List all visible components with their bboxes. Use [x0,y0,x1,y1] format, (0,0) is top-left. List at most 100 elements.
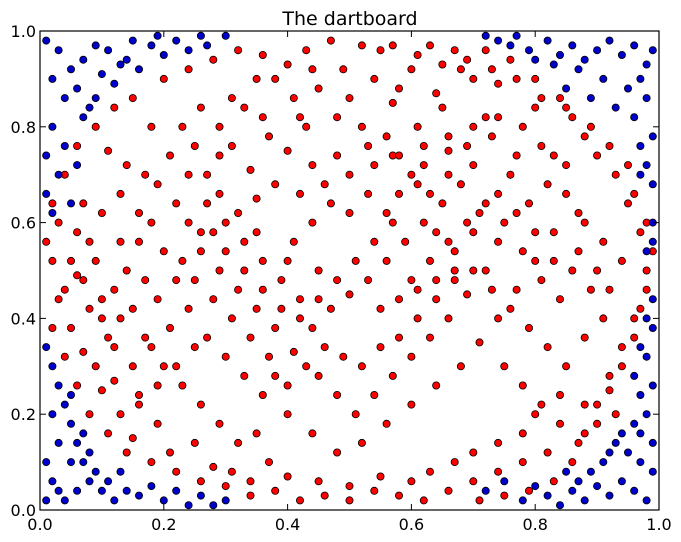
point-inside-333 [617,343,626,352]
point-outside-89 [73,486,82,495]
point-outside-82 [209,501,218,510]
point-inside-252 [283,381,292,390]
point-inside-247 [376,343,385,352]
point-inside-74 [531,410,540,419]
point-inside-20 [388,98,397,107]
point-inside-152 [252,304,261,313]
point-inside-242 [469,228,478,237]
point-inside-271 [425,256,434,265]
point-inside-184 [506,55,515,64]
point-inside-225 [425,189,434,198]
point-inside-5 [283,60,292,69]
point-inside-201 [97,208,106,217]
point-outside-97 [79,429,88,438]
point-inside-33 [333,151,342,160]
point-inside-15 [159,74,168,83]
point-inside-136 [407,352,416,361]
point-inside-108 [134,237,143,246]
point-inside-304 [48,323,57,332]
point-inside-199 [141,170,150,179]
point-inside-117 [234,438,243,447]
point-inside-164 [469,266,478,275]
point-inside-18 [295,113,304,122]
point-inside-187 [438,103,447,112]
point-outside-96 [116,467,125,476]
point-inside-256 [209,295,218,304]
point-inside-230 [537,141,546,150]
point-outside-17 [85,103,94,112]
point-outside-132 [617,429,626,438]
point-inside-344 [295,189,304,198]
point-inside-288 [394,491,403,500]
point-outside-27 [48,208,57,217]
point-outside-84 [48,410,57,419]
point-inside-369 [79,276,88,285]
point-outside-129 [648,295,657,304]
point-inside-241 [494,189,503,198]
point-outside-37 [543,36,552,45]
point-inside-191 [339,65,348,74]
point-inside-349 [419,141,428,150]
point-inside-296 [196,477,205,486]
point-inside-257 [190,276,199,285]
point-inside-317 [388,41,397,50]
point-inside-90 [494,314,503,323]
point-inside-139 [351,410,360,419]
point-outside-29 [79,113,88,122]
point-inside-71 [469,448,478,457]
point-inside-280 [593,419,602,428]
point-outside-100 [500,477,509,486]
point-inside-224 [407,170,416,179]
point-inside-339 [525,486,534,495]
point-inside-193 [289,94,298,103]
y-tick-label-1: 0.2 [11,405,36,424]
point-outside-4 [91,41,100,50]
point-inside-306 [48,199,57,208]
point-inside-103 [203,333,212,342]
point-inside-240 [512,208,521,217]
point-outside-117 [586,467,595,476]
point-outside-64 [494,36,503,45]
point-inside-131 [494,237,503,246]
point-inside-200 [116,189,125,198]
point-inside-111 [128,304,137,313]
point-inside-365 [153,381,162,390]
point-inside-272 [444,237,453,246]
point-inside-363 [190,343,199,352]
point-inside-284 [494,467,503,476]
point-inside-227 [463,141,472,150]
point-outside-135 [642,247,651,256]
point-inside-183 [531,74,540,83]
point-inside-34 [308,161,317,170]
point-outside-35 [506,41,515,50]
point-inside-75 [556,390,565,399]
point-inside-30 [419,161,428,170]
point-inside-55 [134,390,143,399]
y-tick-label-5: 1.0 [11,22,36,41]
point-inside-119 [271,371,280,380]
point-outside-75 [122,486,131,495]
point-outside-33 [196,31,205,40]
point-inside-44 [54,218,63,227]
points-layer [42,31,657,510]
point-outside-19 [110,79,119,88]
point-inside-148 [184,218,193,227]
point-inside-323 [537,94,546,103]
point-inside-58 [165,448,174,457]
point-inside-80 [636,304,645,313]
x-tick-label-4: 0.8 [522,515,547,534]
point-outside-68 [60,400,69,409]
point-inside-289 [370,486,379,495]
point-inside-134 [444,314,453,323]
point-inside-40 [122,161,131,170]
point-outside-83 [221,496,230,505]
point-inside-32 [364,141,373,150]
point-inside-156 [326,199,335,208]
point-inside-303 [60,352,69,361]
point-outside-112 [648,467,657,476]
point-inside-235 [605,285,614,294]
point-outside-77 [147,482,156,491]
point-inside-72 [494,438,503,447]
point-inside-146 [221,218,230,227]
point-outside-101 [518,496,527,505]
